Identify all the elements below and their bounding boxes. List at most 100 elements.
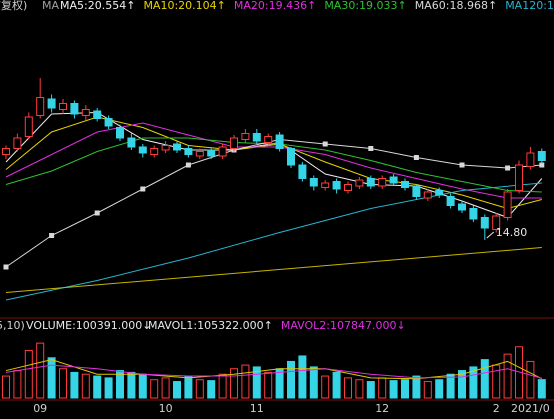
volume-bar <box>173 381 181 399</box>
volume-bar <box>195 379 204 399</box>
volume-bar <box>138 373 147 399</box>
ma-marker <box>413 155 419 160</box>
ma-line <box>5 182 542 301</box>
candle-body <box>298 164 307 179</box>
candle-body <box>138 146 147 154</box>
volume-bar <box>116 370 124 399</box>
candle-body <box>412 185 421 197</box>
candle-body <box>2 148 10 155</box>
volume-bar <box>241 364 250 399</box>
candle-body <box>401 181 409 188</box>
candle-body <box>230 137 238 149</box>
header-label: MA <box>42 0 59 12</box>
candle-body <box>503 191 512 218</box>
candle-body <box>332 181 341 190</box>
candle-body <box>173 143 181 151</box>
volume-bar <box>344 377 352 399</box>
ma-marker <box>140 186 146 192</box>
candle-body <box>195 151 204 157</box>
candle-body <box>116 127 124 139</box>
volume-bar <box>503 353 512 399</box>
ma-marker <box>185 162 191 168</box>
volume-bar <box>104 377 113 399</box>
candle-body <box>207 149 216 157</box>
legend-entry: MA120:18.12 <box>505 0 554 12</box>
x-tick-label: 11 <box>250 402 264 415</box>
legend-entry: MA10:20.104↑ <box>143 0 225 12</box>
volume-bar <box>355 379 364 399</box>
annotation-arrow <box>486 231 495 239</box>
legend-entry: MA5:20.554↑ <box>60 0 135 12</box>
x-tick-label: 2 <box>493 402 500 415</box>
volume-bar <box>81 373 90 399</box>
x-tick-label: 12 <box>375 402 389 415</box>
mavol-line <box>5 364 542 379</box>
candle-body <box>81 109 90 116</box>
volume-bar <box>446 373 455 399</box>
candle-body <box>423 191 432 199</box>
candle-body <box>389 176 398 184</box>
candle-body <box>218 146 227 157</box>
volume-bar <box>70 371 79 399</box>
volume-bar <box>423 381 432 399</box>
candle-body <box>469 208 478 220</box>
ma-line <box>5 122 542 199</box>
candle-body <box>446 196 455 206</box>
candle-body <box>252 133 261 142</box>
candle-body <box>36 97 45 116</box>
candle-body <box>378 178 387 187</box>
volume-bar <box>230 368 238 399</box>
volume-bar <box>378 377 387 399</box>
volume-legend: MAVOL2:107847.000↓ <box>281 319 406 332</box>
legend-entry: MA60:18.968↑ <box>415 0 497 12</box>
volume-bar <box>2 375 10 399</box>
volume-bar <box>36 342 45 399</box>
candle-body <box>24 116 33 137</box>
candle-body <box>150 148 159 155</box>
candle-body <box>458 203 466 211</box>
volume-bar <box>150 379 159 399</box>
volume-bar <box>161 377 170 399</box>
annotation-label: 14.80 <box>496 226 528 239</box>
candle-body <box>59 103 67 110</box>
ma-marker <box>322 141 328 147</box>
volume-bar <box>332 371 341 399</box>
volume-bar <box>275 368 284 399</box>
candle-body <box>435 190 444 196</box>
volume-bar <box>309 366 318 399</box>
volume-bar <box>412 375 421 399</box>
volume-bar <box>458 370 466 399</box>
candle-body <box>275 134 284 149</box>
candle-body <box>93 110 102 119</box>
volume-bar <box>93 375 102 399</box>
candle-body <box>321 182 330 188</box>
volume-bar <box>264 371 273 399</box>
candle-body <box>492 215 501 230</box>
volume-bar <box>184 375 193 399</box>
volume-bar <box>389 380 398 399</box>
ma-line <box>5 138 542 268</box>
volume-bar <box>287 360 295 399</box>
volume-bar <box>469 366 478 399</box>
candle-body <box>241 133 250 140</box>
candle-body <box>526 152 535 167</box>
header-prefix: 前复权) <box>0 0 27 12</box>
volume-bar <box>252 366 261 399</box>
ma-marker <box>459 162 465 168</box>
volume-bar <box>526 360 535 399</box>
candle-body <box>70 103 79 115</box>
volume-bar <box>298 355 307 399</box>
volume-bar <box>321 375 330 399</box>
volume-bar <box>218 373 227 399</box>
candle-body <box>13 137 22 149</box>
volume-legend: MAVOL1:105322.000↑ <box>148 319 273 332</box>
candle-body <box>161 145 170 151</box>
ma-marker <box>49 233 55 238</box>
candle-body <box>515 164 523 191</box>
candle-body <box>287 148 295 166</box>
candle-body <box>104 118 113 127</box>
candle-body <box>184 148 193 155</box>
volume-bar <box>24 349 33 399</box>
candle-body <box>264 136 273 143</box>
